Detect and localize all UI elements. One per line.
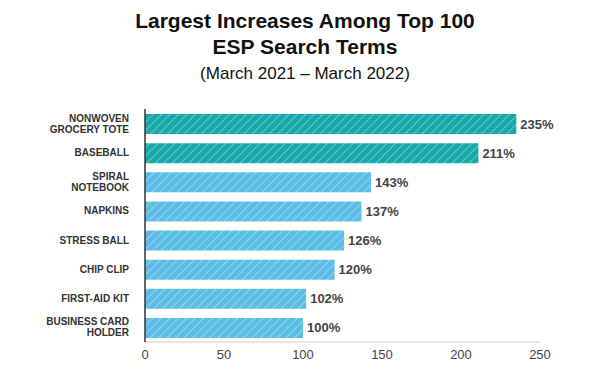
svg-text:235%: 235% [520,117,554,132]
svg-text:FIRST-AID KIT: FIRST-AID KIT [61,293,129,304]
svg-text:STRESS BALL: STRESS BALL [60,235,129,246]
svg-text:100: 100 [292,347,314,362]
svg-text:GROCERY TOTE: GROCERY TOTE [50,124,130,135]
svg-text:102%: 102% [310,291,344,306]
svg-text:NONWOVEN: NONWOVEN [69,113,129,124]
svg-text:143%: 143% [375,175,409,190]
svg-text:50: 50 [217,347,231,362]
svg-text:SPIRAL: SPIRAL [92,171,129,182]
svg-text:BUSINESS CARD: BUSINESS CARD [46,316,129,327]
svg-text:250: 250 [529,347,551,362]
html-text:Largest Increases Among Top 10: Largest Increases Among Top 100 ESP Sear… [135,9,475,58]
svg-text:120%: 120% [339,262,373,277]
svg-text:211%: 211% [482,146,515,161]
svg-text:137%: 137% [365,204,399,219]
svg-text:0: 0 [141,347,148,362]
svg-text:NAPKINS: NAPKINS [84,205,129,216]
svg-text:100%: 100% [307,320,341,335]
svg-text:NOTEBOOK: NOTEBOOK [71,182,130,193]
svg-text:BASEBALL: BASEBALL [75,147,129,158]
svg-text:150: 150 [371,347,393,362]
html-text:(March 2021 – March 2022): (March 2021 – March 2022) [200,64,410,83]
svg-text:CHIP CLIP: CHIP CLIP [80,264,130,275]
svg-text:200: 200 [450,347,472,362]
svg-text:126%: 126% [348,233,382,248]
svg-text:HOLDER: HOLDER [87,327,130,338]
